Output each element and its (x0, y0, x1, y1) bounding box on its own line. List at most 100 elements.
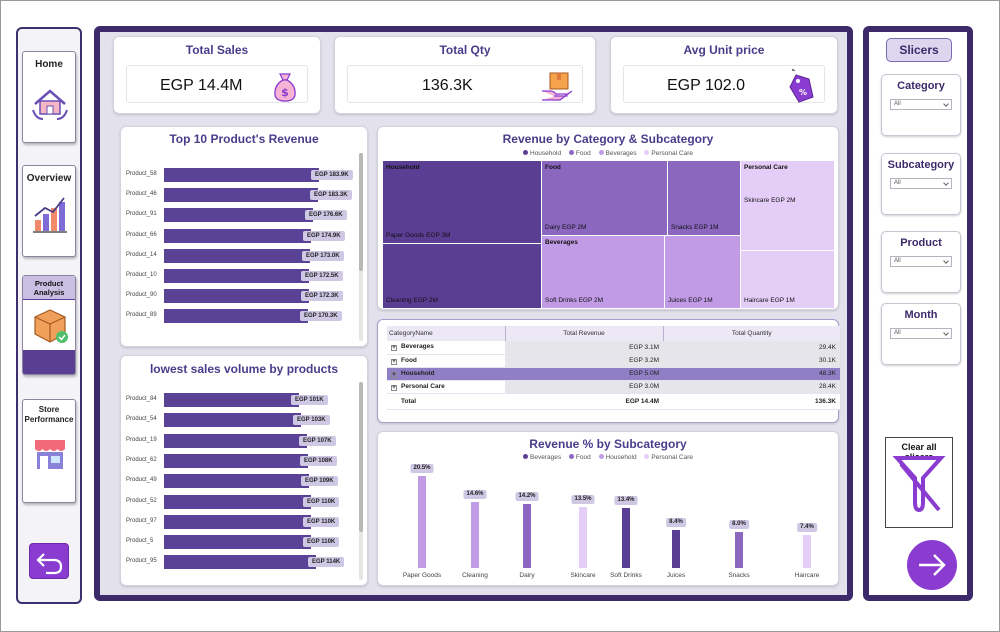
top10-row[interactable]: Product_14 EGP 173.0K (121, 248, 361, 263)
treemap-soft-drinks[interactable]: Beverages Soft Drinks EGP 2M (542, 236, 664, 308)
lowest-scrollbar[interactable] (359, 382, 363, 580)
top10-row[interactable]: Product_89 EGP 170.3K (121, 309, 361, 324)
lowest-bar[interactable] (164, 474, 309, 489)
lowest-bar[interactable] (164, 393, 299, 407)
month-dropdown[interactable]: All (890, 328, 952, 339)
column-bar[interactable] (672, 530, 680, 568)
lowest-product-name: Product_54 (126, 416, 157, 423)
lowest-row[interactable]: Product_49 EGP 109K (121, 474, 361, 489)
top10-scrollbar[interactable] (359, 153, 363, 341)
column-data-label: 7.4% (797, 523, 817, 532)
top10-bar[interactable] (164, 188, 318, 203)
lowest-row[interactable]: Product_5 EGP 110K (121, 535, 361, 550)
column-bar[interactable] (735, 532, 743, 568)
column-bar[interactable] (523, 504, 531, 568)
lowest-row[interactable]: Product_62 EGP 108K (121, 453, 361, 468)
top10-row[interactable]: Product_46 EGP 183.3K (121, 188, 361, 203)
table-cell-category: + Personal Care (387, 380, 505, 394)
top10-product-name: Product_14 (126, 251, 157, 258)
top10-row[interactable]: Product_66 EGP 174.9K (121, 228, 361, 243)
table-cell-quantity: 30.1K (663, 354, 840, 368)
lowest-bar[interactable] (164, 453, 308, 468)
nav-overview-label: Overview (26, 173, 72, 184)
category-table: CategoryName Total Revenue Total Quantit… (387, 326, 840, 410)
table-cell-revenue: EGP 3.2M (505, 354, 663, 368)
lowest-row[interactable]: Product_19 EGP 107K (121, 433, 361, 448)
top10-bar[interactable] (164, 248, 310, 263)
treemap-haircare[interactable]: Haircare EGP 1M (741, 251, 834, 308)
top10-scroll-thumb[interactable] (359, 153, 363, 271)
treemap-paper-goods-label: Paper Goods EGP 3M (386, 232, 451, 239)
table-row[interactable]: + Personal Care EGP 3.0M 28.4K (387, 380, 840, 394)
product-slicer-label: Product (900, 237, 942, 249)
lowest-row[interactable]: Product_52 EGP 110K (121, 494, 361, 509)
product-dropdown[interactable]: All (890, 256, 952, 267)
top10-row[interactable]: Product_10 EGP 172.5K (121, 269, 361, 283)
column-bar[interactable] (471, 502, 479, 568)
top10-bar[interactable] (164, 208, 313, 223)
column-bar[interactable] (622, 508, 630, 568)
treemap-skincare[interactable]: Personal Care Skincare EGP 2M (741, 161, 834, 250)
chart-legend-food-label: Food (575, 454, 591, 461)
product-slicer: Product All (881, 231, 961, 293)
lowest-bar[interactable] (164, 555, 316, 570)
nav-product-analysis-button[interactable]: Product Analysis (22, 275, 76, 375)
subcategory-dropdown[interactable]: All (890, 178, 952, 189)
column-bar[interactable] (803, 535, 811, 568)
nav-home-button[interactable]: Home (22, 51, 76, 143)
main-panel: Total Sales EGP 14.4M $ Total Qty 136.3K… (94, 26, 853, 601)
kpi-total-sales-value: EGP 14.4M (160, 77, 243, 94)
lowest-row[interactable]: Product_97 EGP 110K (121, 514, 361, 529)
top10-bar[interactable] (164, 168, 319, 182)
table-cell-category: + Household (387, 367, 505, 381)
nav-overview-button[interactable]: Overview (22, 165, 76, 257)
column-bar[interactable] (418, 476, 426, 568)
top10-bar[interactable] (164, 228, 311, 243)
lowest-bar[interactable] (164, 413, 301, 428)
top10-bar[interactable] (164, 269, 309, 283)
column-bar[interactable] (579, 507, 587, 568)
table-row[interactable]: + Beverages EGP 3.1M 29.4K (387, 341, 840, 355)
treemap-paper-goods[interactable]: Household Paper Goods EGP 3M (383, 161, 541, 243)
table-row[interactable]: + Household EGP 5.0M 48.3K (387, 367, 840, 381)
lowest-bar[interactable] (164, 433, 307, 448)
next-page-button[interactable] (907, 540, 957, 590)
chart-legend-personal-care: Personal Care (644, 454, 693, 461)
top10-bar[interactable] (164, 289, 309, 304)
top10-row[interactable]: Product_90 EGP 172.3K (121, 289, 361, 304)
package-hand-icon (542, 72, 573, 101)
nav-store-performance-button[interactable]: Store Performance (22, 399, 76, 503)
category-slicer: Category All (881, 74, 961, 136)
top10-revenue-card: Top 10 Product's Revenue Product_58 EGP 1… (120, 126, 368, 347)
lowest-row[interactable]: Product_54 EGP 103K (121, 413, 361, 428)
kpi-total-sales-title: Total Sales (185, 43, 249, 57)
back-button[interactable] (29, 543, 69, 579)
bar-chart-icon (33, 197, 67, 233)
table-row[interactable]: + Food EGP 3.2M 30.1K (387, 354, 840, 368)
top10-row[interactable]: Product_58 EGP 183.9K (121, 168, 361, 182)
col-category[interactable]: CategoryName (387, 326, 506, 341)
column-x-label: Paper Goods (402, 572, 442, 579)
top10-product-name: Product_91 (126, 211, 157, 218)
treemap-juices[interactable]: Juices EGP 1M (665, 236, 740, 308)
treemap-dairy[interactable]: Food Dairy EGP 2M (542, 161, 667, 235)
lowest-row[interactable]: Product_84 EGP 101K (121, 393, 361, 407)
col-total-revenue[interactable]: Total Revenue (505, 326, 664, 341)
kpi-total-sales-inner (126, 65, 308, 103)
treemap-cleaning[interactable]: Cleaning EGP 2M (383, 244, 541, 308)
lowest-row[interactable]: Product_95 EGP 114K (121, 555, 361, 570)
lowest-bar[interactable] (164, 514, 311, 529)
col-total-quantity[interactable]: Total Quantity (663, 326, 840, 341)
treemap-snacks[interactable]: Snacks EGP 1M (668, 161, 740, 235)
top10-bar[interactable] (164, 309, 308, 324)
category-dropdown[interactable]: All (890, 99, 952, 110)
lowest-scroll-thumb[interactable] (359, 382, 363, 532)
top10-row[interactable]: Product_91 EGP 176.6K (121, 208, 361, 223)
table-total-row: Total EGP 14.4M 136.3K (387, 393, 840, 410)
lowest-bar[interactable] (164, 535, 311, 550)
clear-all-slicers-button[interactable]: Clear all slicers (885, 437, 953, 528)
column-x-label: Dairy (519, 572, 535, 579)
lowest-bar[interactable] (164, 494, 311, 509)
kpi-avg-price-card: Avg Unit price EGP 102.0 % (610, 36, 838, 114)
